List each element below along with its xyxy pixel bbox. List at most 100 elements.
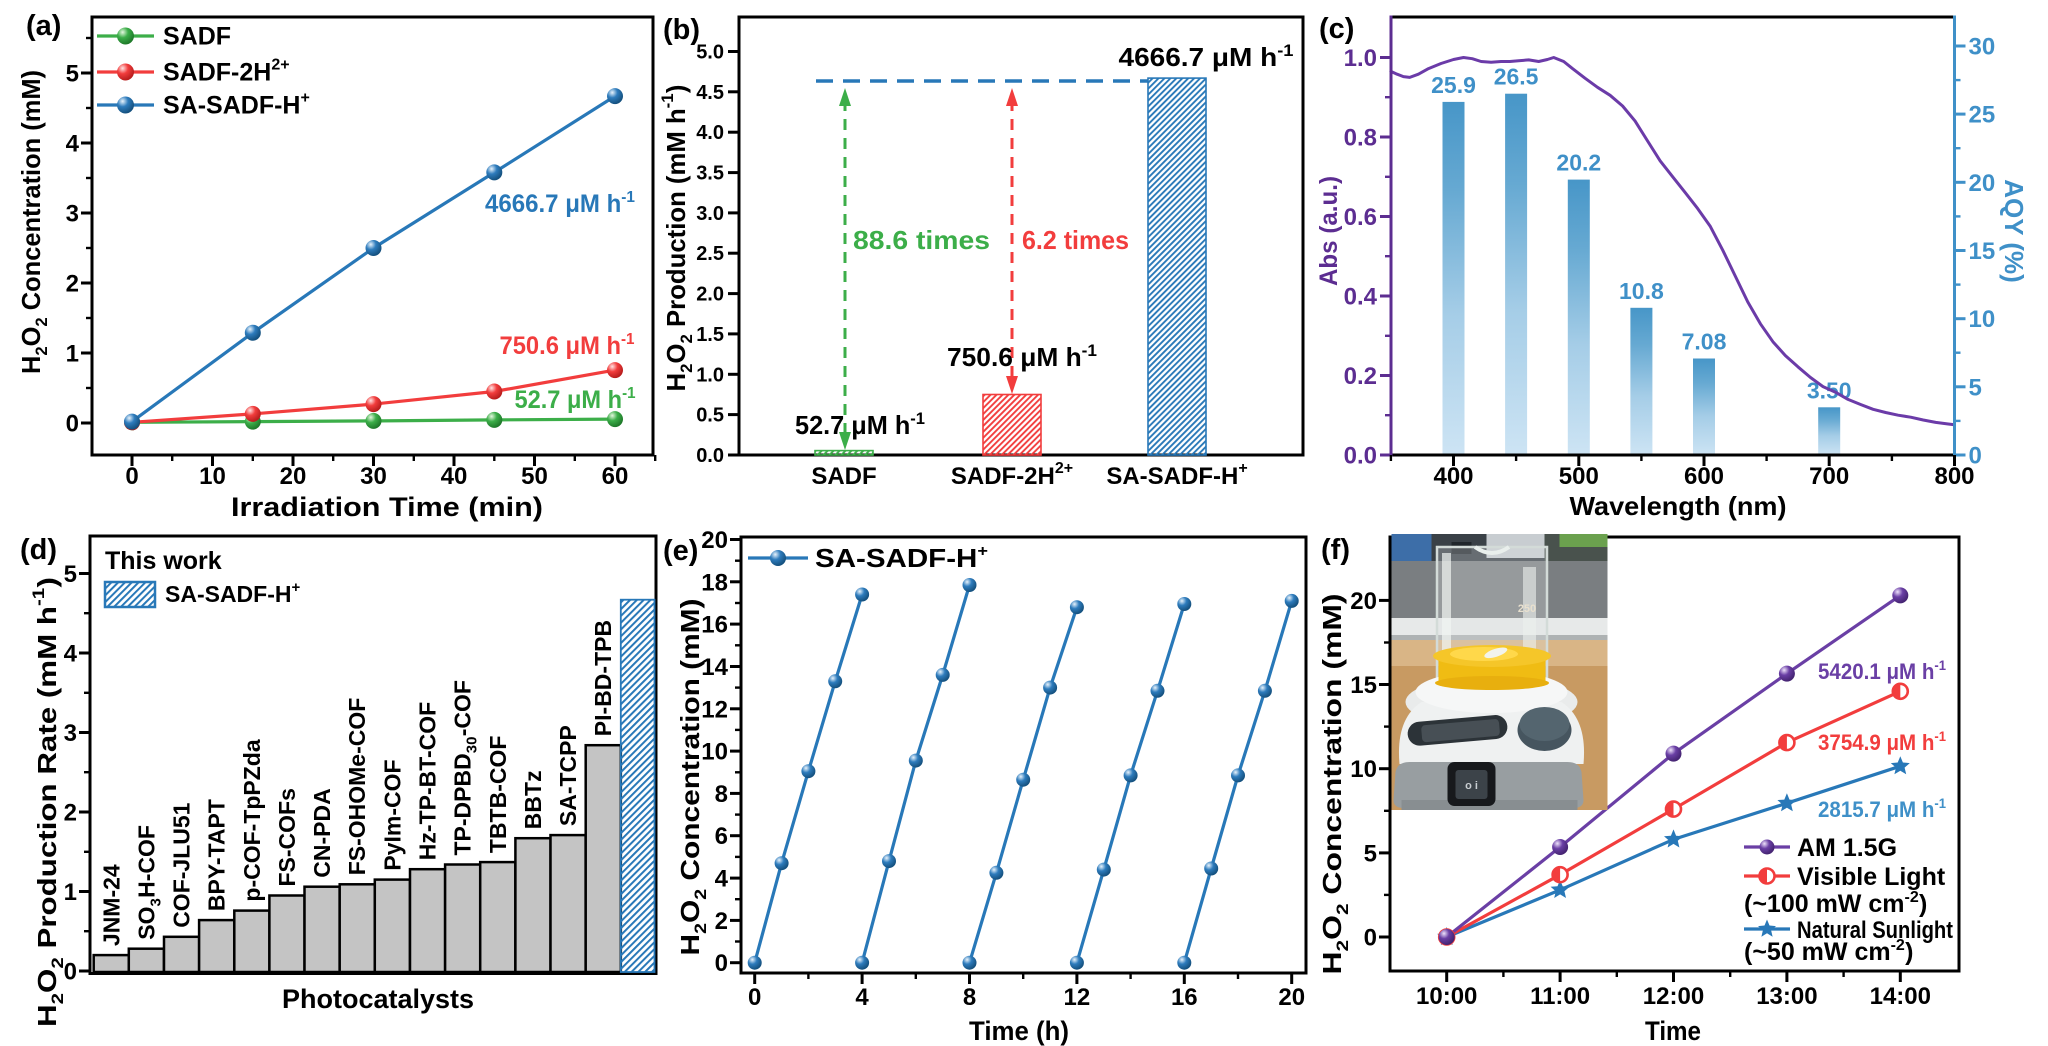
svg-text:SADF-2H2+: SADF-2H2+: [163, 57, 290, 87]
svg-text:14:00: 14:00: [1870, 983, 1931, 1010]
svg-text:800: 800: [1934, 463, 1974, 490]
svg-text:SA-SADF-H+: SA-SADF-H+: [1106, 460, 1247, 490]
svg-text:2: 2: [64, 800, 77, 827]
svg-text:15: 15: [1969, 238, 1996, 265]
svg-text:H2O2 Concentration (mM): H2O2 Concentration (mM): [16, 70, 51, 374]
svg-text:2.0: 2.0: [696, 284, 724, 306]
svg-text:0.2: 0.2: [1344, 363, 1377, 390]
svg-text:FS-COFs: FS-COFs: [274, 788, 300, 886]
svg-text:H2O2 Production (mM h-1 ): H2O2 Production (mM h-1 ): [658, 84, 696, 391]
svg-text:2.5: 2.5: [696, 243, 724, 265]
svg-text:AQY (%): AQY (%): [1999, 179, 2029, 283]
svg-text:5.0: 5.0: [696, 42, 724, 64]
svg-text:1: 1: [66, 341, 79, 368]
svg-text:20.2: 20.2: [1556, 150, 1601, 176]
svg-text:0.0: 0.0: [1344, 443, 1377, 470]
svg-text:16: 16: [1171, 984, 1198, 1011]
svg-text:52.7 μM h-1: 52.7 μM h-1: [795, 409, 925, 440]
svg-text:5: 5: [1364, 840, 1377, 867]
svg-text:2815.7 μM h-1: 2815.7 μM h-1: [1818, 795, 1946, 822]
svg-text:10:00: 10:00: [1416, 983, 1477, 1010]
svg-text:SA-SADF-H+: SA-SADF-H+: [165, 579, 301, 607]
svg-text:500: 500: [1559, 463, 1599, 490]
svg-text:(c): (c): [1319, 13, 1354, 45]
svg-text:60: 60: [602, 463, 629, 490]
svg-text:3754.9 μM h-1: 3754.9 μM h-1: [1818, 728, 1946, 755]
svg-text:FS-OHOMe-COF: FS-OHOMe-COF: [344, 698, 370, 876]
svg-text:30: 30: [360, 463, 387, 490]
svg-text:50: 50: [521, 463, 548, 490]
svg-text:25: 25: [1969, 102, 1996, 129]
svg-text:(f): (f): [1321, 534, 1350, 566]
svg-text:0.4: 0.4: [1344, 284, 1378, 311]
svg-text:0.5: 0.5: [696, 405, 724, 427]
svg-text:4.5: 4.5: [696, 82, 724, 104]
svg-text:0: 0: [66, 411, 79, 438]
svg-text:3.0: 3.0: [696, 203, 724, 225]
svg-text:BBTz: BBTz: [520, 770, 546, 829]
svg-text:4: 4: [855, 984, 869, 1011]
svg-text:(d): (d): [20, 534, 57, 566]
svg-text:8: 8: [963, 984, 976, 1011]
svg-text:7.08: 7.08: [1682, 329, 1727, 355]
svg-text:0: 0: [748, 984, 761, 1011]
svg-text:4666.7 μM h-1: 4666.7 μM h-1: [1119, 41, 1294, 72]
svg-text:TP-DPBD30 -COF: TP-DPBD30 -COF: [450, 680, 481, 855]
svg-text:4: 4: [64, 641, 78, 668]
svg-text:3: 3: [66, 201, 79, 228]
svg-text:3: 3: [64, 720, 77, 747]
svg-text:Time (h): Time (h): [969, 1016, 1069, 1046]
svg-text:8: 8: [715, 781, 728, 808]
svg-text:6.2 times: 6.2 times: [1022, 225, 1129, 255]
svg-text:16: 16: [701, 612, 728, 639]
svg-text:PyIm-COF: PyIm-COF: [379, 759, 405, 870]
svg-text:750.6 μM h-1: 750.6 μM h-1: [947, 341, 1097, 372]
svg-text:4: 4: [715, 866, 729, 893]
svg-text:5: 5: [1969, 374, 1982, 401]
svg-text:0: 0: [1364, 925, 1377, 952]
svg-text:This work: This work: [105, 547, 222, 575]
svg-text:Wavelength (nm): Wavelength (nm): [1570, 491, 1787, 521]
svg-text:20: 20: [701, 527, 728, 554]
svg-text:(e): (e): [663, 535, 698, 567]
svg-text:JNM-24: JNM-24: [98, 864, 124, 946]
svg-text:12:00: 12:00: [1643, 983, 1704, 1010]
svg-text:12: 12: [1064, 984, 1091, 1011]
svg-text:H2O2 Concentration (mM): H2O2 Concentration (mM): [1317, 594, 1352, 975]
svg-text:1.5: 1.5: [696, 324, 724, 346]
svg-text:0.6: 0.6: [1344, 204, 1377, 231]
svg-text:SADF-2H2+: SADF-2H2+: [951, 460, 1073, 490]
svg-text:250: 250: [1518, 603, 1536, 615]
svg-text:SA-SADF-H+: SA-SADF-H+: [815, 543, 988, 573]
svg-text:18: 18: [701, 569, 728, 596]
svg-text:0: 0: [125, 463, 138, 490]
svg-text:Natural Sunlight: Natural Sunlight: [1797, 917, 1953, 944]
svg-text:20: 20: [280, 463, 307, 490]
svg-text:26.5: 26.5: [1494, 64, 1539, 90]
svg-text:1.0: 1.0: [696, 364, 724, 386]
svg-text:400: 400: [1433, 463, 1473, 490]
svg-text:4.0: 4.0: [696, 122, 724, 144]
svg-text:Photocatalysts: Photocatalysts: [282, 984, 474, 1014]
svg-text:10.8: 10.8: [1619, 278, 1664, 304]
svg-text:SO3 H-COF: SO3 H-COF: [133, 825, 164, 940]
svg-text:1: 1: [64, 879, 77, 906]
svg-text:30: 30: [1969, 34, 1996, 61]
svg-text:3.5: 3.5: [696, 163, 724, 185]
svg-text:14: 14: [701, 654, 728, 681]
svg-text:15: 15: [1350, 672, 1377, 699]
svg-text:6: 6: [715, 823, 728, 850]
svg-text:88.6 times: 88.6 times: [853, 225, 990, 255]
svg-text:10: 10: [1969, 306, 1996, 333]
svg-text:Visible Light: Visible Light: [1797, 863, 1946, 891]
svg-text:750.6 μM h-1: 750.6 μM h-1: [500, 331, 635, 360]
svg-text:(b): (b): [663, 14, 700, 46]
svg-text:(a): (a): [26, 10, 61, 42]
svg-text:10: 10: [199, 463, 226, 490]
svg-text:12: 12: [701, 696, 728, 723]
svg-text:2: 2: [66, 271, 79, 298]
svg-text:H2O2 Concentration (mM): H2O2 Concentration (mM): [675, 599, 710, 956]
svg-text:0: 0: [1969, 443, 1982, 470]
svg-text:Irradiation Time (min): Irradiation Time (min): [231, 492, 543, 522]
svg-text:SA-TCPP: SA-TCPP: [555, 725, 581, 826]
